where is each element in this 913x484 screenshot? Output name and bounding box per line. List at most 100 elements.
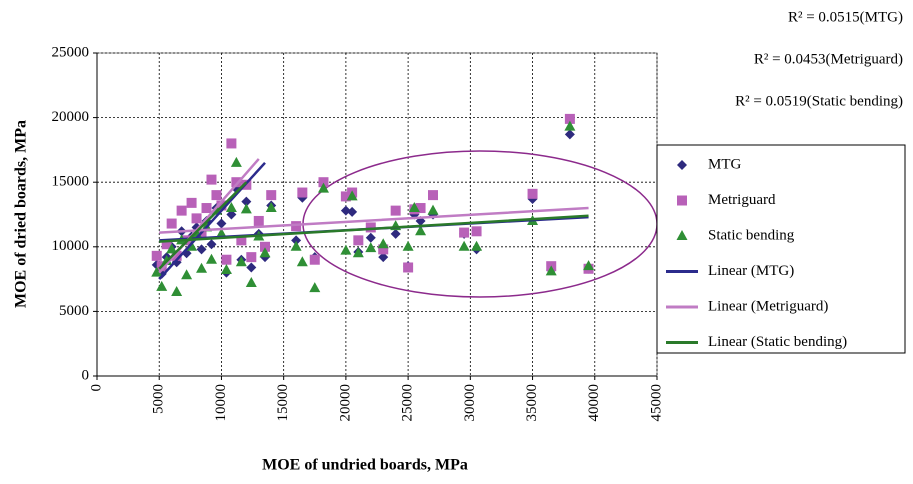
point	[176, 205, 187, 216]
point	[290, 240, 302, 251]
point	[220, 264, 232, 275]
point	[340, 244, 352, 255]
legend-label: Static bending	[708, 227, 795, 243]
x-tick-label: 20000	[337, 384, 353, 422]
y-tick-label: 10000	[52, 238, 90, 254]
point	[240, 203, 252, 214]
point	[166, 218, 177, 229]
point	[390, 205, 401, 216]
point	[318, 177, 329, 188]
point	[408, 202, 420, 213]
x-tick-label: 0	[88, 384, 104, 392]
annotation: R² = 0.0515(MTG)	[788, 9, 903, 25]
point	[191, 213, 202, 224]
trend-line	[158, 181, 589, 270]
point	[415, 203, 426, 214]
point	[340, 191, 351, 202]
point	[347, 206, 358, 217]
x-tick-label: 35000	[524, 384, 540, 422]
point	[564, 129, 575, 140]
x-tick-label: 10000	[213, 384, 229, 422]
point	[225, 202, 237, 213]
point	[378, 244, 389, 255]
annotation: R² = 0.0453(Metriguard)	[754, 51, 903, 67]
point	[161, 239, 172, 250]
point	[166, 243, 178, 254]
point	[245, 276, 257, 287]
point	[291, 221, 302, 232]
point	[265, 202, 277, 213]
x-tick-label: 5000	[151, 384, 167, 414]
point	[428, 190, 438, 201]
point	[246, 262, 257, 273]
point	[390, 228, 401, 239]
point	[583, 260, 595, 271]
point	[151, 266, 163, 277]
point	[206, 174, 217, 185]
point	[211, 190, 222, 201]
point	[226, 138, 237, 149]
point	[196, 244, 207, 255]
x-tick-label: 45000	[648, 384, 664, 422]
point	[215, 227, 227, 238]
point	[309, 282, 321, 293]
point	[309, 254, 320, 265]
point	[151, 250, 162, 261]
point	[564, 120, 576, 131]
point	[564, 113, 575, 124]
y-axis-title: MOE of dried boards, MPa	[13, 120, 30, 308]
point	[297, 187, 308, 198]
point	[296, 256, 308, 267]
x-axis-title: MOE of undried boards, MPa	[262, 457, 468, 474]
point	[459, 227, 470, 238]
point	[181, 269, 193, 280]
point	[427, 204, 439, 215]
point	[378, 252, 389, 263]
y-tick-label: 5000	[59, 303, 89, 319]
point	[259, 247, 271, 258]
point	[201, 203, 212, 214]
legend-label: Linear (Static bending)	[708, 334, 847, 350]
point	[241, 196, 252, 207]
legend-swatch	[677, 195, 687, 206]
legend-label: Linear (Metriguard)	[708, 298, 828, 314]
point	[365, 222, 376, 233]
point	[471, 226, 482, 237]
point	[186, 197, 197, 208]
x-tick-label: 40000	[586, 384, 602, 422]
point	[206, 239, 217, 250]
point	[291, 235, 302, 246]
annotation: R² = 0.0519(Static bending)	[735, 93, 903, 109]
point	[377, 238, 389, 249]
y-tick-label: 25000	[52, 44, 90, 60]
legend-label: Metriguard	[708, 192, 776, 208]
point	[171, 250, 182, 261]
x-tick-label: 25000	[400, 384, 416, 422]
x-tick-label: 30000	[462, 384, 478, 422]
point	[471, 240, 483, 251]
legend	[656, 144, 906, 354]
point	[365, 232, 376, 243]
point	[317, 182, 329, 193]
point	[403, 262, 414, 273]
y-tick-label: 0	[82, 367, 90, 383]
point	[266, 190, 277, 201]
point	[216, 218, 227, 229]
y-tick-label: 20000	[52, 109, 90, 125]
point	[527, 188, 538, 199]
point	[230, 156, 242, 167]
point	[231, 177, 242, 188]
point	[236, 235, 247, 246]
point	[171, 286, 183, 297]
x-tick-label: 15000	[275, 384, 291, 422]
point	[402, 240, 414, 251]
point	[196, 262, 208, 273]
y-tick-label: 15000	[52, 174, 90, 190]
point	[346, 190, 358, 201]
legend-swatch	[676, 230, 688, 240]
point	[352, 247, 364, 258]
plot-area	[96, 52, 658, 377]
point	[415, 225, 427, 236]
